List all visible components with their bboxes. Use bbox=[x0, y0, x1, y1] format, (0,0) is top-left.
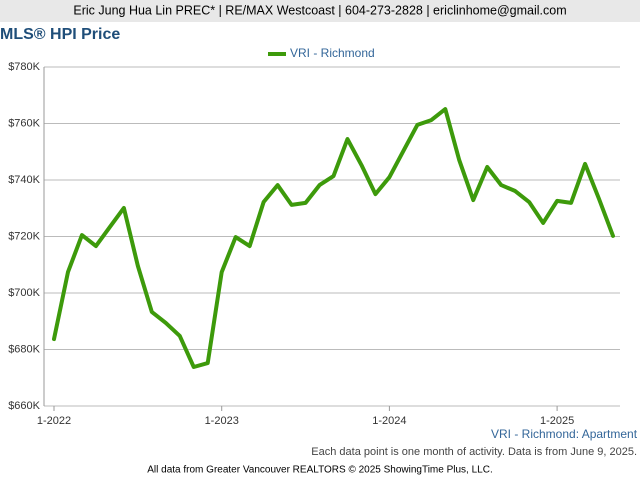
header-bar bbox=[0, 0, 640, 22]
series-label: VRI - Richmond: Apartment bbox=[491, 427, 638, 441]
header: Eric Jung Hua Lin PREC* | RE/MAX Westcoa… bbox=[73, 3, 566, 17]
footer: All data from Greater Vancouver REALTORS… bbox=[147, 465, 492, 476]
x-tick-label: 1-2025 bbox=[540, 415, 574, 427]
y-tick-label: $660K bbox=[8, 400, 40, 412]
y-tick-label: $740K bbox=[8, 174, 40, 186]
y-tick-label: $700K bbox=[8, 287, 40, 299]
y-tick-label: $680K bbox=[8, 343, 40, 355]
y-tick-label: $780K bbox=[8, 61, 40, 73]
legend-label: VRI - Richmond bbox=[290, 46, 375, 60]
x-tick-label: 1-2023 bbox=[205, 415, 239, 427]
chart-title: MLS® HPI Price bbox=[0, 26, 120, 43]
x-tick-label: 1-2024 bbox=[372, 415, 406, 427]
data-line bbox=[52, 107, 615, 370]
note: Each data point is one month of activity… bbox=[311, 446, 637, 458]
y-tick-label: $720K bbox=[8, 230, 40, 242]
y-tick-label: $760K bbox=[8, 117, 40, 129]
x-tick-label: 1-2022 bbox=[37, 415, 71, 427]
